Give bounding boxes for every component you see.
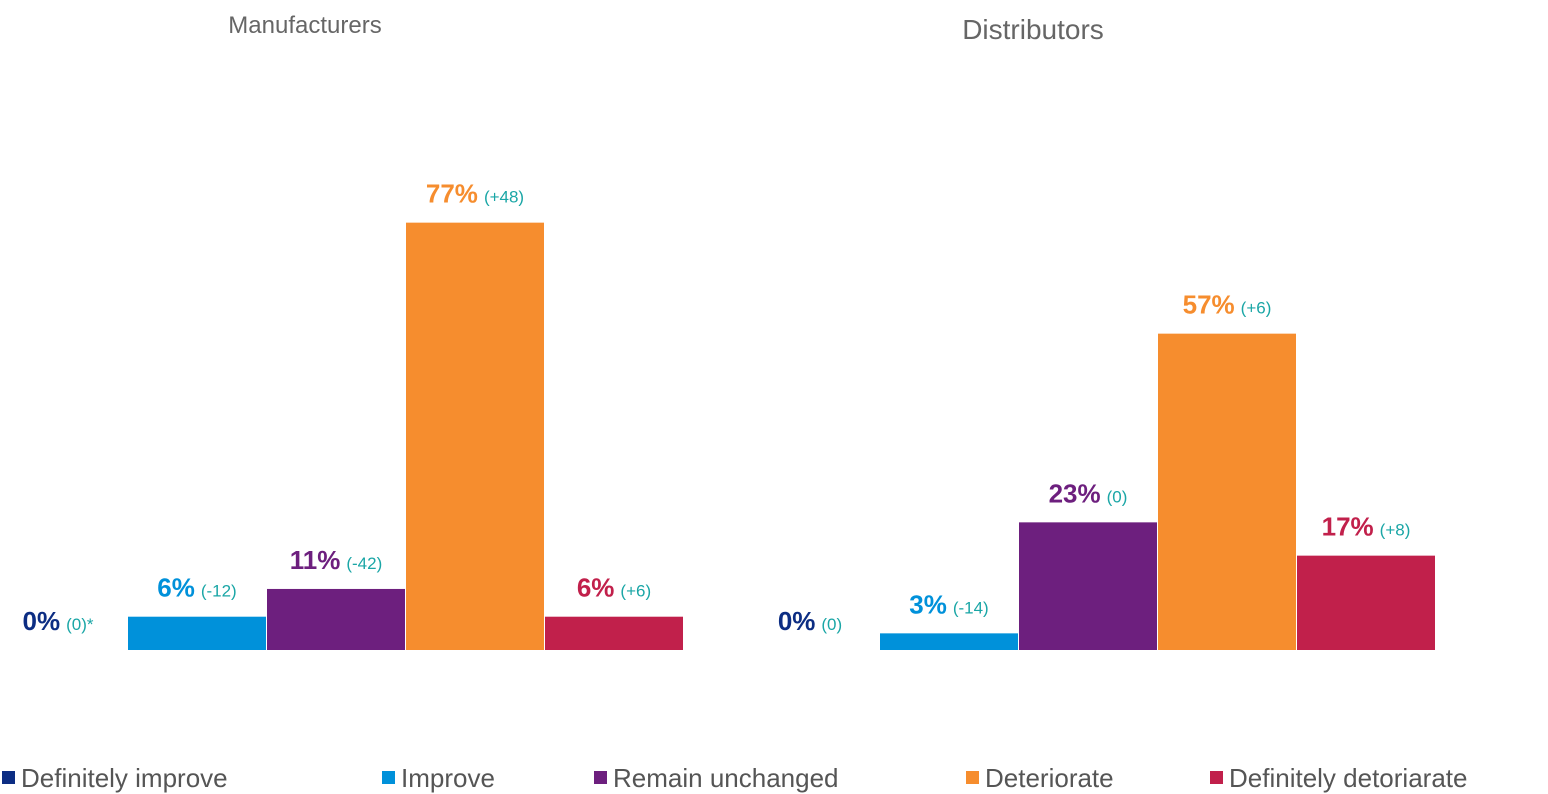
- value-label-percent: 23%: [1049, 478, 1101, 508]
- chart-title: Distributors: [962, 14, 1104, 45]
- change-annotation: (+6): [1241, 299, 1272, 318]
- change-annotation: (+48): [484, 188, 524, 207]
- legend-label: Deteriorate: [985, 763, 1114, 793]
- change-annotation: (+6): [620, 582, 651, 601]
- legend-label: Remain unchanged: [613, 763, 839, 793]
- change-annotation: (-14): [953, 598, 989, 617]
- bar: [880, 633, 1018, 650]
- bar: [1297, 555, 1435, 650]
- value-label-percent: 11%: [290, 545, 341, 575]
- value-label: 77% (+48): [426, 179, 524, 209]
- bar: [267, 588, 405, 650]
- change-annotation: (-12): [201, 582, 237, 601]
- legend-label: Definitely improve: [21, 763, 228, 793]
- legend-swatch: [1210, 771, 1223, 784]
- change-annotation: (0)*: [66, 615, 94, 634]
- value-label-percent: 17%: [1322, 512, 1374, 542]
- bar: [128, 616, 266, 650]
- value-label-percent: 3%: [909, 589, 947, 619]
- value-label: 3% (-14): [909, 589, 988, 619]
- legend-swatch: [2, 771, 15, 784]
- value-label-percent: 6%: [577, 573, 615, 603]
- bar: [406, 222, 544, 650]
- change-annotation: (0): [821, 615, 842, 634]
- bar: [545, 616, 683, 650]
- value-label-percent: 0%: [23, 606, 61, 636]
- value-label-percent: 77%: [426, 179, 478, 209]
- value-label-percent: 57%: [1183, 290, 1235, 320]
- value-label: 0% (0)*: [23, 606, 94, 636]
- legend-swatch: [966, 771, 979, 784]
- value-label: 57% (+6): [1183, 290, 1272, 320]
- bar: [1019, 522, 1157, 650]
- chart-title: Manufacturers: [228, 12, 381, 39]
- value-label: 11% (-42): [290, 545, 383, 575]
- value-label: 0% (0): [778, 606, 842, 636]
- value-label-percent: 6%: [157, 573, 195, 603]
- legend-label: Improve: [401, 763, 495, 793]
- legend-swatch: [594, 771, 607, 784]
- bar: [1158, 333, 1296, 650]
- change-annotation: (-42): [346, 554, 382, 573]
- change-annotation: (0): [1107, 487, 1128, 506]
- value-label: 23% (0): [1049, 478, 1128, 508]
- value-label: 6% (+6): [577, 573, 651, 603]
- value-label: 6% (-12): [157, 573, 236, 603]
- legend-label: Definitely detoriarate: [1229, 763, 1467, 793]
- value-label-percent: 0%: [778, 606, 816, 636]
- legend-swatch: [382, 771, 395, 784]
- value-label: 17% (+8): [1322, 512, 1411, 542]
- change-annotation: (+8): [1380, 521, 1411, 540]
